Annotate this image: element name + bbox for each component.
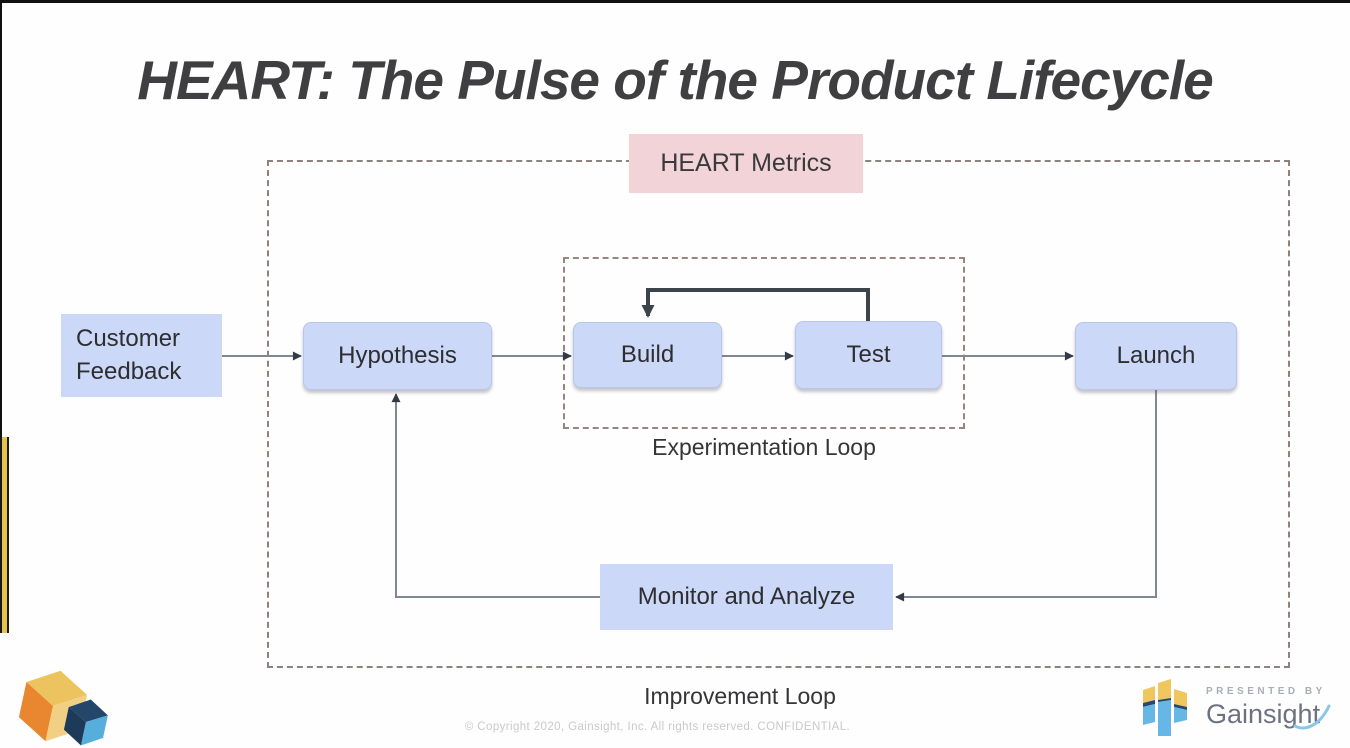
frame-top-edge [0,0,1350,3]
experimentation-loop-boundary [563,257,965,429]
node-customer-feedback: Customer Feedback [61,314,222,397]
page-title: HEART: The Pulse of the Product Lifecycl… [137,49,1214,111]
frame-yellow-strip [0,437,9,633]
heart-metrics-box: HEART Metrics [629,134,863,193]
node-build: Build [573,322,722,388]
node-test: Test [795,321,942,389]
copyright-text: © Copyright 2020, Gainsight, Inc. All ri… [464,721,851,733]
experimentation-loop-label: Experimentation Loop [652,434,876,460]
cubes-logo-icon [18,670,108,746]
gainsight-wordmark: Gainsight [1206,699,1321,729]
gainsight-logo-icon [1143,679,1187,736]
node-hypothesis: Hypothesis [303,322,492,390]
frame-left-edge [0,0,2,437]
improvement-loop-label: Improvement Loop [644,683,836,709]
presented-by-label: PRESENTED BY [1206,686,1326,697]
node-monitor-and-analyze: Monitor and Analyze [600,564,893,630]
node-launch: Launch [1075,322,1237,390]
gainsight-swoosh-icon [1293,704,1331,730]
gainsight-branding: PRESENTED BY Gainsight [1140,676,1345,740]
